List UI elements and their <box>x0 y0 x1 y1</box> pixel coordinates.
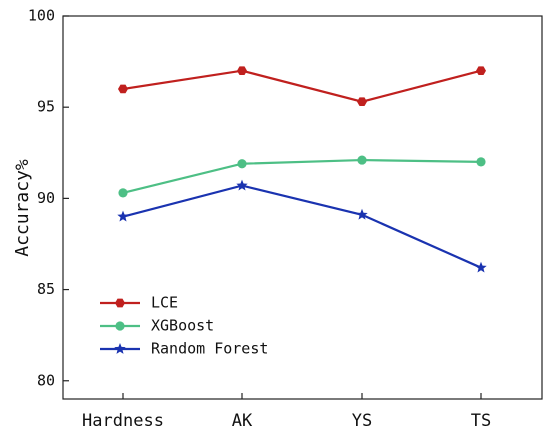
legend-marker-xgboost <box>115 321 125 331</box>
x-tick-label: AK <box>232 411 253 431</box>
series-line-lce <box>122 69 482 103</box>
y-tick-label: 100 <box>28 7 55 25</box>
data-point-lce <box>118 84 128 94</box>
data-point-random-forest <box>117 210 129 222</box>
data-point-xgboost <box>237 159 247 169</box>
data-point-lce <box>237 66 247 76</box>
data-point-xgboost <box>118 188 128 198</box>
y-axis: 80 85 90 95 100 <box>28 7 69 389</box>
y-tick-label: 85 <box>37 280 55 298</box>
data-point-lce <box>476 66 486 76</box>
data-point-random-forest <box>236 179 248 191</box>
legend-label-xgboost: XGBoost <box>151 317 214 335</box>
x-tick-label: YS <box>352 411 372 431</box>
series-line-random-forest <box>122 184 482 269</box>
y-tick-label: 80 <box>37 371 55 389</box>
data-point-xgboost <box>476 157 486 167</box>
series-line-xgboost <box>122 158 482 194</box>
series-layer <box>117 66 487 273</box>
data-point-random-forest <box>475 261 487 273</box>
x-axis: Hardness AK YS TS <box>82 393 491 431</box>
legend: LCE XGBoost Random Forest <box>100 294 268 358</box>
data-point-random-forest <box>356 208 368 220</box>
legend-label-random-forest: Random Forest <box>151 340 268 358</box>
legend-marker-lce <box>115 298 125 308</box>
legend-label-lce: LCE <box>151 294 178 312</box>
y-tick-label: 95 <box>37 98 55 116</box>
plot-frame <box>62 15 543 400</box>
y-tick-label: 90 <box>37 189 55 207</box>
data-point-lce <box>357 97 367 107</box>
y-axis-title: Accuracy% <box>12 159 33 257</box>
data-point-xgboost <box>357 155 367 165</box>
legend-marker-random-forest <box>114 343 126 354</box>
x-tick-label: Hardness <box>82 411 164 431</box>
x-tick-label: TS <box>471 411 491 431</box>
